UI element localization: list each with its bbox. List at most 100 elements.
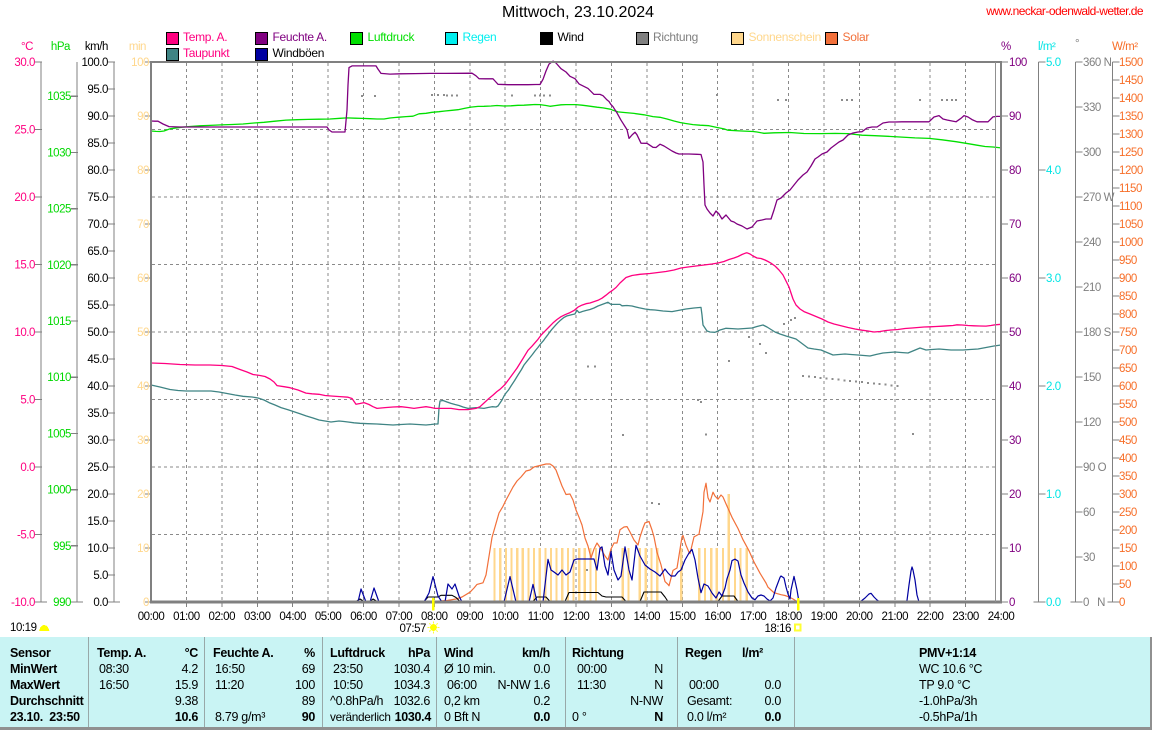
svg-text:250: 250 — [1119, 507, 1137, 519]
svg-text:11:00: 11:00 — [528, 611, 554, 623]
svg-text:hPa: hPa — [51, 41, 71, 53]
svg-text:20.0: 20.0 — [87, 489, 108, 501]
svg-text:100: 100 — [131, 57, 149, 69]
svg-text:3.0: 3.0 — [1046, 273, 1061, 285]
svg-text:min: min — [129, 41, 146, 53]
svg-text:10.0: 10.0 — [14, 327, 35, 339]
svg-text:0.0: 0.0 — [93, 597, 108, 609]
svg-text:30: 30 — [1009, 435, 1021, 447]
svg-text:5.0: 5.0 — [1046, 57, 1061, 69]
svg-text:01:00: 01:00 — [173, 611, 200, 623]
svg-text:18:16: 18:16 — [764, 623, 791, 635]
svg-text:85.0: 85.0 — [87, 138, 108, 150]
svg-text:300: 300 — [1119, 489, 1137, 501]
svg-text:1450: 1450 — [1119, 75, 1143, 87]
svg-text:10.0: 10.0 — [87, 543, 108, 555]
svg-text:30.0: 30.0 — [14, 57, 35, 69]
svg-text:995: 995 — [53, 541, 71, 553]
svg-text:30: 30 — [137, 435, 149, 447]
svg-text:07:00: 07:00 — [386, 611, 413, 623]
svg-text:13:00: 13:00 — [598, 611, 625, 623]
svg-text:10: 10 — [137, 543, 149, 555]
svg-text:21:00: 21:00 — [882, 611, 909, 623]
svg-text:40: 40 — [137, 381, 149, 393]
svg-text:09:00: 09:00 — [457, 611, 484, 623]
svg-text:10:19: 10:19 — [10, 622, 37, 634]
svg-text:70: 70 — [1009, 219, 1021, 231]
svg-text:0: 0 — [143, 597, 149, 609]
svg-text:l/m²: l/m² — [1038, 41, 1056, 53]
svg-text:5.0: 5.0 — [93, 570, 108, 582]
svg-text:80: 80 — [137, 165, 149, 177]
svg-text:0 N: 0 N — [1083, 597, 1105, 609]
svg-text:500: 500 — [1119, 417, 1137, 429]
svg-text:180 S: 180 S — [1083, 327, 1112, 339]
svg-text:1025: 1025 — [47, 204, 71, 216]
svg-text:18:00: 18:00 — [775, 611, 802, 623]
svg-text:14:00: 14:00 — [634, 611, 661, 623]
svg-text:75.0: 75.0 — [87, 192, 108, 204]
svg-text:90 O: 90 O — [1083, 462, 1107, 474]
svg-text:1005: 1005 — [47, 428, 71, 440]
svg-text:15:00: 15:00 — [669, 611, 696, 623]
svg-text:900: 900 — [1119, 273, 1137, 285]
svg-text:07:57: 07:57 — [399, 623, 426, 635]
svg-text:20.0: 20.0 — [14, 192, 35, 204]
svg-text:10:00: 10:00 — [492, 611, 519, 623]
svg-text:0.0: 0.0 — [1046, 597, 1061, 609]
svg-text:°C: °C — [21, 41, 33, 53]
svg-text:450: 450 — [1119, 435, 1137, 447]
svg-text:50: 50 — [137, 327, 149, 339]
svg-text:330: 330 — [1083, 102, 1101, 114]
svg-text:0: 0 — [1119, 597, 1125, 609]
svg-text:15.0: 15.0 — [14, 260, 35, 272]
svg-text:04:00: 04:00 — [279, 611, 306, 623]
svg-text:%: % — [1001, 41, 1011, 53]
svg-text:45.0: 45.0 — [87, 354, 108, 366]
svg-text:150: 150 — [1083, 372, 1101, 384]
svg-text:2.0: 2.0 — [1046, 381, 1061, 393]
svg-text:23:00: 23:00 — [952, 611, 979, 623]
svg-text:km/h: km/h — [85, 41, 108, 53]
svg-text:70.0: 70.0 — [87, 219, 108, 231]
svg-text:19:00: 19:00 — [811, 611, 838, 623]
svg-text:25.0: 25.0 — [87, 462, 108, 474]
svg-text:0: 0 — [1009, 597, 1015, 609]
svg-text:1150: 1150 — [1119, 183, 1142, 195]
svg-text:30.0: 30.0 — [87, 435, 108, 447]
svg-text:400: 400 — [1119, 453, 1137, 465]
svg-text:1000: 1000 — [1119, 237, 1143, 249]
svg-text:100: 100 — [1009, 57, 1027, 69]
svg-text:0.0: 0.0 — [20, 462, 35, 474]
svg-text:20: 20 — [1009, 489, 1021, 501]
svg-text:05:00: 05:00 — [315, 611, 342, 623]
svg-text:1000: 1000 — [47, 485, 71, 497]
svg-text:120: 120 — [1083, 417, 1101, 429]
svg-text:60.0: 60.0 — [87, 273, 108, 285]
svg-text:25.0: 25.0 — [14, 125, 35, 137]
svg-text:80.0: 80.0 — [87, 165, 108, 177]
svg-text:60: 60 — [1009, 273, 1021, 285]
svg-text:1200: 1200 — [1119, 165, 1143, 177]
svg-text:150: 150 — [1119, 543, 1137, 555]
svg-text:70: 70 — [137, 219, 149, 231]
svg-text:1100: 1100 — [1119, 201, 1142, 213]
svg-text:20:00: 20:00 — [846, 611, 873, 623]
svg-text:350: 350 — [1119, 471, 1137, 483]
svg-text:1020: 1020 — [47, 260, 71, 272]
svg-text:40.0: 40.0 — [87, 381, 108, 393]
svg-text:00:00: 00:00 — [138, 611, 165, 623]
svg-text:55.0: 55.0 — [87, 300, 108, 312]
svg-text:990: 990 — [53, 597, 71, 609]
svg-text:06:00: 06:00 — [350, 611, 377, 623]
svg-text:15.0: 15.0 — [87, 516, 108, 528]
svg-text:50: 50 — [1119, 579, 1131, 591]
svg-text:1350: 1350 — [1119, 111, 1143, 123]
svg-text:17:00: 17:00 — [740, 611, 767, 623]
svg-text:550: 550 — [1119, 399, 1137, 411]
svg-text:1.0: 1.0 — [1046, 489, 1061, 501]
svg-text:65.0: 65.0 — [87, 246, 108, 258]
svg-text:210: 210 — [1083, 282, 1101, 294]
svg-text:20: 20 — [137, 489, 149, 501]
svg-text:-10.0: -10.0 — [11, 597, 35, 609]
